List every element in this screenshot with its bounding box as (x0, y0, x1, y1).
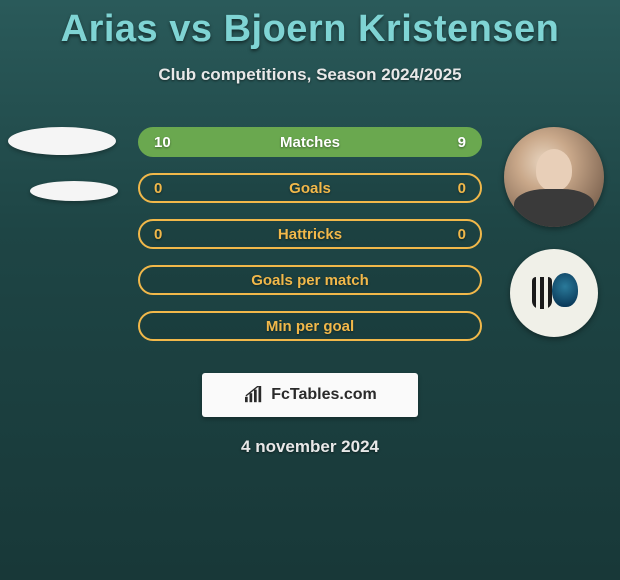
snapshot-date: 4 november 2024 (0, 437, 620, 457)
stat-value-right: 0 (442, 180, 466, 197)
stat-value-right: 9 (442, 134, 466, 151)
stat-row: 10Matches9 (138, 127, 482, 157)
comparison-subtitle: Club competitions, Season 2024/2025 (0, 65, 620, 85)
stat-label: Hattricks (178, 226, 442, 243)
stat-value-left: 0 (154, 180, 178, 197)
brand-text: FcTables.com (271, 386, 377, 404)
left-player-placeholder (8, 127, 118, 201)
stat-rows: 10Matches90Goals00Hattricks0Goals per ma… (138, 127, 482, 357)
stat-value-right: 0 (442, 226, 466, 243)
brand-badge: FcTables.com (202, 373, 418, 417)
right-player-column (504, 127, 604, 337)
stat-value-left: 0 (154, 226, 178, 243)
club-crest-icon (524, 263, 584, 323)
comparison-title: Arias vs Bjoern Kristensen (0, 0, 620, 51)
stats-area: 10Matches90Goals00Hattricks0Goals per ma… (0, 127, 620, 367)
stat-row: 0Goals0 (138, 173, 482, 203)
left-player-photo-placeholder (8, 127, 116, 155)
right-club-logo (510, 249, 598, 337)
stat-row: 0Hattricks0 (138, 219, 482, 249)
stat-label: Matches (178, 134, 442, 151)
stat-label: Min per goal (154, 318, 466, 335)
stat-row: Min per goal (138, 311, 482, 341)
stat-label: Goals per match (154, 272, 466, 289)
stat-row: Goals per match (138, 265, 482, 295)
left-club-logo-placeholder (30, 181, 118, 201)
right-player-photo (504, 127, 604, 227)
stat-label: Goals (178, 180, 442, 197)
stat-value-left: 10 (154, 134, 178, 151)
bar-chart-icon (243, 386, 265, 404)
